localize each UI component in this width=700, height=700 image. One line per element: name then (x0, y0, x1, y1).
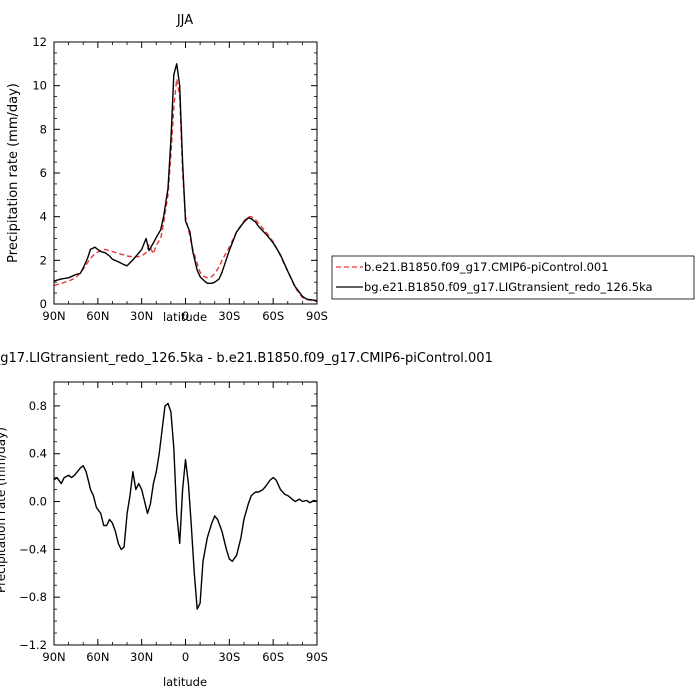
bottom-x-tick-label: 30S (218, 650, 240, 664)
top-series-line-1 (53, 63, 318, 302)
bottom-x-tick-label: 60N (86, 650, 109, 664)
bottom-x-tick-label: 30N (130, 650, 153, 664)
top-y-tick-label: 2 (40, 253, 47, 267)
top-y-tick-label: 8 (40, 122, 47, 136)
top-y-tick-label: 4 (40, 210, 47, 224)
top-x-tick-label: 90S (306, 309, 328, 323)
top-panel-y-axis-label: Precipitation rate (mm/day) (6, 83, 21, 263)
top-y-tick-label: 10 (32, 79, 47, 93)
top-x-tick-label: 60N (86, 309, 109, 323)
top-panel-x-axis-label: latitude (163, 310, 207, 324)
bottom-y-tick-label: −1.2 (19, 638, 47, 652)
bottom-panel: bg.e21.B1850.f09_g17.LIGtransient_redo_1… (0, 351, 493, 689)
top-x-tick-label: 0 (182, 309, 189, 323)
legend-box (331, 255, 695, 300)
top-x-tick-label: 90N (42, 309, 65, 323)
top-y-tick-label: 0 (40, 297, 47, 311)
top-panel-title: JJA (176, 13, 193, 28)
bottom-panel-frame (53, 381, 318, 646)
bottom-series-line-0 (53, 402, 318, 610)
legend-label-0: b.e21.B1850.f09_g17.CMIP6-piControl.001 (364, 260, 609, 274)
bottom-x-tick-label: 90N (42, 650, 65, 664)
top-x-tick-label: 60S (262, 309, 284, 323)
bottom-x-tick-label: 0 (182, 650, 189, 664)
bottom-panel-title: bg.e21.B1850.f09_g17.LIGtransient_redo_1… (0, 351, 493, 366)
top-series-line-0 (53, 78, 318, 303)
bottom-panel-x-axis-label: latitude (163, 675, 207, 689)
top-panel-frame (53, 41, 318, 305)
top-y-tick-label: 6 (40, 166, 47, 180)
legend: b.e21.B1850.f09_g17.CMIP6-piControl.001 … (331, 255, 695, 300)
bottom-x-tick-label: 90S (306, 650, 328, 664)
top-x-tick-label: 30S (218, 309, 240, 323)
top-panel: JJA Precipitation rate (mm/day) latitude… (6, 13, 328, 324)
legend-label-1: bg.e21.B1850.f09_g17.LIGtransient_redo_1… (364, 280, 653, 294)
bottom-y-tick-label: 0.8 (29, 399, 47, 413)
bottom-y-tick-label: 0.0 (29, 495, 47, 509)
bottom-panel-y-axis-label: Precipitation rate (mm/day) (0, 427, 8, 593)
bottom-x-tick-label: 60S (262, 650, 284, 664)
bottom-y-tick-label: −0.4 (19, 542, 47, 556)
bottom-y-tick-label: 0.4 (29, 447, 47, 461)
bottom-y-tick-label: −0.8 (19, 590, 47, 604)
top-x-tick-label: 30N (130, 309, 153, 323)
top-y-tick-label: 12 (32, 35, 47, 49)
